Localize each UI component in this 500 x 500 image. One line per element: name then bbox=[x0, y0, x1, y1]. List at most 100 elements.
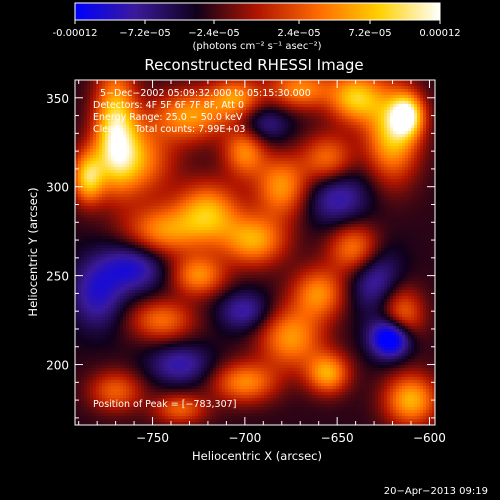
heatmap-cell bbox=[102, 86, 106, 90]
heatmap-cell bbox=[252, 128, 256, 132]
heatmap-cell bbox=[336, 89, 340, 93]
heatmap-cell bbox=[426, 173, 430, 177]
heatmap-cell bbox=[351, 167, 355, 171]
heatmap-cell bbox=[273, 104, 277, 108]
heatmap-cell bbox=[102, 164, 106, 168]
heatmap-cell bbox=[168, 107, 172, 111]
heatmap-cell bbox=[99, 119, 103, 123]
heatmap-cell bbox=[417, 104, 421, 108]
heatmap-cell bbox=[255, 116, 259, 120]
heatmap-cell bbox=[177, 107, 181, 111]
heatmap-cell bbox=[390, 143, 394, 147]
heatmap-cell bbox=[102, 188, 106, 192]
heatmap-cell bbox=[228, 179, 232, 183]
heatmap-cell bbox=[303, 140, 307, 144]
heatmap-cell bbox=[108, 92, 112, 96]
heatmap-cell bbox=[99, 86, 103, 90]
heatmap-cell bbox=[75, 86, 79, 90]
heatmap-cell bbox=[300, 197, 304, 201]
heatmap-cell bbox=[381, 80, 385, 84]
heatmap-cell bbox=[309, 167, 313, 171]
heatmap-cell bbox=[306, 122, 310, 126]
heatmap-cell bbox=[243, 89, 247, 93]
heatmap-cell bbox=[348, 95, 352, 99]
heatmap-cell bbox=[219, 197, 223, 201]
heatmap-cell bbox=[105, 155, 109, 159]
heatmap-cell bbox=[213, 104, 217, 108]
heatmap-cell bbox=[93, 107, 97, 111]
heatmap-cell bbox=[198, 197, 202, 201]
heatmap-cell bbox=[78, 140, 82, 144]
heatmap-cell bbox=[210, 122, 214, 126]
heatmap-cell bbox=[405, 179, 409, 183]
heatmap-cell bbox=[294, 110, 298, 114]
heatmap-cell bbox=[393, 122, 397, 126]
heatmap-cell bbox=[309, 134, 313, 138]
heatmap-cell bbox=[255, 158, 259, 162]
heatmap-cell bbox=[195, 149, 199, 153]
heatmap-cell bbox=[189, 152, 193, 156]
heatmap-cell bbox=[279, 173, 283, 177]
heatmap-cell bbox=[390, 194, 394, 198]
heatmap-cell bbox=[195, 122, 199, 126]
heatmap-cell bbox=[291, 125, 295, 129]
heatmap-cell bbox=[411, 86, 415, 90]
heatmap-cell bbox=[321, 137, 325, 141]
heatmap-cell bbox=[117, 125, 121, 129]
heatmap-cell bbox=[222, 116, 226, 120]
heatmap-cell bbox=[105, 89, 109, 93]
heatmap-cell bbox=[297, 200, 301, 204]
heatmap-cell bbox=[321, 134, 325, 138]
heatmap-cell bbox=[78, 92, 82, 96]
heatmap-cell bbox=[306, 95, 310, 99]
heatmap-cell bbox=[225, 146, 229, 150]
heatmap-cell bbox=[207, 146, 211, 150]
heatmap-cell bbox=[114, 104, 118, 108]
heatmap-cell bbox=[159, 203, 163, 207]
heatmap-cell bbox=[132, 182, 136, 186]
heatmap-cell bbox=[429, 122, 433, 126]
heatmap-cell bbox=[129, 200, 133, 204]
heatmap-cell bbox=[117, 89, 121, 93]
heatmap-cell bbox=[318, 176, 322, 180]
heatmap-cell bbox=[216, 170, 220, 174]
heatmap-cell bbox=[387, 80, 391, 84]
heatmap-cell bbox=[87, 122, 91, 126]
heatmap-cell bbox=[285, 164, 289, 168]
heatmap-cell bbox=[276, 107, 280, 111]
heatmap-cell bbox=[120, 167, 124, 171]
heatmap-cell bbox=[105, 143, 109, 147]
heatmap-cell bbox=[402, 176, 406, 180]
heatmap-cell bbox=[366, 191, 370, 195]
heatmap-cell bbox=[102, 179, 106, 183]
heatmap-cell bbox=[240, 197, 244, 201]
heatmap-cell bbox=[87, 191, 91, 195]
heatmap-cell bbox=[90, 200, 94, 204]
heatmap-cell bbox=[132, 161, 136, 165]
heatmap-cell bbox=[420, 182, 424, 186]
heatmap-cell bbox=[162, 194, 166, 198]
heatmap-cell bbox=[120, 185, 124, 189]
heatmap-cell bbox=[78, 116, 82, 120]
heatmap-cell bbox=[228, 104, 232, 108]
heatmap-cell bbox=[156, 101, 160, 105]
heatmap-cell bbox=[243, 107, 247, 111]
heatmap-cell bbox=[96, 128, 100, 132]
heatmap-cell bbox=[108, 194, 112, 198]
heatmap-cell bbox=[261, 188, 265, 192]
heatmap-cell bbox=[330, 83, 334, 87]
heatmap-cell bbox=[285, 191, 289, 195]
heatmap-cell bbox=[300, 143, 304, 147]
heatmap-cell bbox=[294, 80, 298, 84]
heatmap-cell bbox=[321, 92, 325, 96]
heatmap-cell bbox=[273, 125, 277, 129]
heatmap-cell bbox=[249, 116, 253, 120]
heatmap-cell bbox=[129, 83, 133, 87]
heatmap-cell bbox=[159, 86, 163, 90]
heatmap-cell bbox=[153, 104, 157, 108]
heatmap-cell bbox=[399, 188, 403, 192]
heatmap-cell bbox=[366, 125, 370, 129]
heatmap-cell bbox=[405, 140, 409, 144]
heatmap-cell bbox=[180, 86, 184, 90]
heatmap-cell bbox=[390, 173, 394, 177]
